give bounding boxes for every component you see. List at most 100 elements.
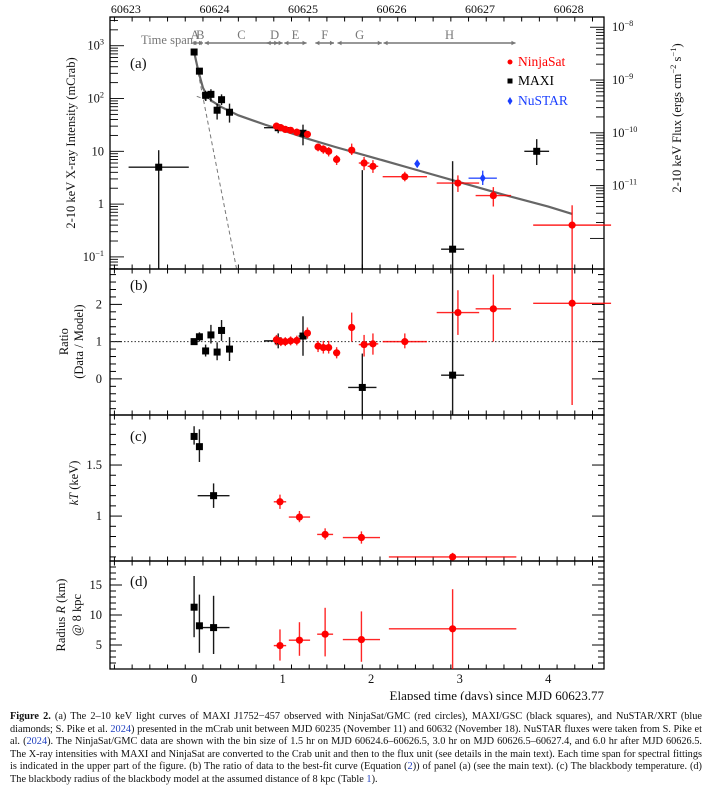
data-point — [348, 143, 356, 156]
time-span-A: A — [190, 28, 200, 46]
caption-reference-link[interactable]: 2 — [407, 761, 413, 773]
marker-square — [449, 245, 457, 253]
y-tick-label: 102 — [87, 91, 104, 106]
y-axis-title: kT (keV) — [67, 461, 81, 506]
y-right-tick-label: 10−10 — [612, 125, 637, 140]
marker-circle — [454, 308, 462, 317]
marker-circle — [319, 343, 327, 352]
panel-label: (c) — [130, 429, 147, 445]
data-point — [436, 175, 480, 192]
marker-circle — [357, 533, 366, 542]
marker-square — [299, 332, 307, 340]
data-point — [281, 125, 289, 134]
data-point — [436, 290, 480, 335]
data-point — [358, 157, 370, 171]
data-point — [195, 332, 203, 342]
y-tick-label: 1.5 — [86, 458, 102, 472]
marker-square — [155, 163, 163, 171]
data-point — [213, 342, 221, 361]
data-point — [273, 629, 287, 661]
data-point — [128, 150, 189, 269]
marker-circle — [369, 162, 377, 170]
series-ninjasat — [272, 269, 612, 405]
marker-circle — [303, 329, 312, 337]
data-point — [288, 622, 311, 656]
caption-text: ). — [371, 773, 378, 785]
marker-square — [213, 348, 221, 356]
marker-square — [218, 96, 226, 104]
data-point — [195, 67, 203, 75]
marker-circle — [449, 625, 457, 633]
marker-diamond — [479, 173, 486, 183]
data-point — [287, 126, 295, 134]
caption-text: )) of panel (a) (see the main text). (c)… — [10, 761, 702, 785]
data-point — [195, 594, 203, 653]
marker-square — [218, 326, 226, 334]
marker-circle — [281, 338, 289, 346]
y-right-tick-label: 10−9 — [612, 72, 633, 87]
data-point — [533, 205, 612, 269]
time-span-label: H — [445, 28, 454, 42]
arrow-head-right — [329, 40, 334, 46]
data-point — [325, 340, 333, 354]
top-axis-tick-label: 60624 — [199, 2, 229, 16]
data-point — [281, 337, 289, 347]
marker-square — [226, 108, 234, 116]
caption-label: Figure 2. — [10, 711, 51, 722]
y-tick-label: 10 — [90, 608, 103, 622]
caption-reference-link[interactable]: 2024 — [26, 736, 48, 748]
data-point — [207, 324, 215, 344]
legend-label: NinjaSat — [518, 54, 565, 69]
marker-square — [190, 432, 198, 440]
panel-b: 2 1 0 Ratio (Data / Model) (b) — [57, 268, 612, 416]
y-axis-title-line2: @ 8 kpc — [70, 594, 84, 637]
panel-label: (a) — [130, 56, 147, 72]
arrow-head-right — [193, 40, 198, 46]
marker-circle — [489, 191, 497, 200]
marker-circle — [287, 337, 295, 345]
series-ninjasat — [273, 589, 517, 669]
arrow-head-right — [511, 40, 516, 46]
marker-circle — [568, 299, 576, 307]
marker-circle — [321, 630, 329, 638]
caption-reference-link[interactable]: 1 — [366, 773, 372, 785]
arrow-head-left — [266, 40, 271, 46]
y-tick-label: 0 — [96, 372, 102, 386]
arrow-head-left — [204, 40, 209, 46]
arrow-head-right — [302, 40, 307, 46]
x-tick-label: 4 — [545, 672, 552, 686]
data-point — [287, 336, 295, 346]
model-curves — [193, 51, 573, 269]
data-point — [207, 89, 215, 101]
time-span-label: G — [355, 28, 364, 42]
marker-square — [190, 338, 198, 346]
legend-marker-diamond — [507, 97, 513, 105]
data-point — [325, 147, 333, 157]
marker-circle — [276, 642, 284, 650]
legend-entry-nustar: NuSTAR — [507, 93, 568, 108]
marker-circle — [295, 513, 304, 521]
legend-label: NuSTAR — [518, 93, 568, 108]
data-point — [303, 327, 312, 339]
data-point — [475, 187, 512, 207]
x-tick-label: 0 — [191, 672, 197, 686]
marker-circle — [276, 498, 284, 506]
data-point — [317, 607, 334, 657]
marker-square — [195, 67, 203, 75]
data-point — [388, 552, 517, 561]
series-maxi — [190, 576, 230, 654]
top-axis-tick-label: 60628 — [554, 2, 584, 16]
arrow-head-left — [383, 40, 388, 46]
caption-text: ). The NinjaSat/GMC data are shown with … — [10, 736, 702, 773]
y-axis-title: Ratio — [57, 328, 71, 355]
figure-caption: Figure 2. (a) The 2–10 keV light curves … — [10, 711, 702, 787]
time-span-D: D — [266, 28, 283, 46]
data-point — [333, 347, 341, 359]
marker-circle — [454, 179, 462, 187]
caption-body: (a) The 2–10 keV light curves of MAXI J1… — [10, 711, 702, 785]
caption-reference-link[interactable]: 2024 — [110, 723, 131, 735]
data-point — [441, 269, 465, 415]
time-span-label: B — [196, 28, 204, 42]
data-point — [388, 589, 517, 669]
marker-square — [195, 622, 203, 630]
